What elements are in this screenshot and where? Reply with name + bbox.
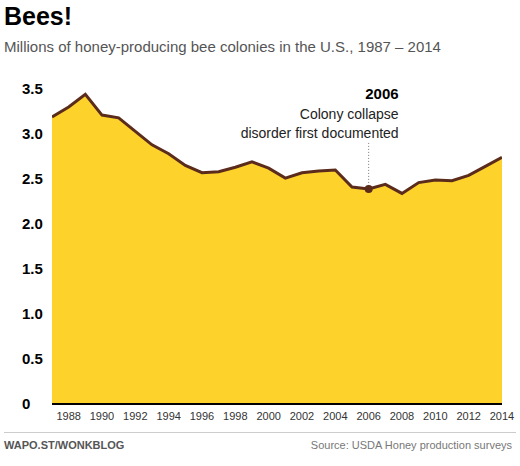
svg-text:1998: 1998	[223, 410, 247, 422]
svg-text:2006: 2006	[365, 85, 398, 102]
svg-text:2014: 2014	[490, 410, 514, 422]
html-text:Bees!: Bees!	[4, 2, 73, 30]
svg-text:1996: 1996	[190, 410, 214, 422]
svg-text:1988: 1988	[56, 410, 80, 422]
svg-text:2.0: 2.0	[22, 215, 43, 232]
html-text:Source: USDA Honey production: Source: USDA Honey production surveys	[310, 439, 512, 451]
svg-text:2012: 2012	[456, 410, 480, 422]
svg-text:0.5: 0.5	[22, 350, 43, 367]
html-text:Millions of honey-producing be: Millions of honey-producing bee colonies…	[4, 38, 441, 55]
svg-text:2002: 2002	[290, 410, 314, 422]
svg-text:2.5: 2.5	[22, 170, 43, 187]
svg-text:1.0: 1.0	[22, 305, 43, 322]
svg-text:1990: 1990	[90, 410, 114, 422]
svg-text:2006: 2006	[356, 410, 380, 422]
svg-text:3.5: 3.5	[22, 80, 43, 97]
svg-text:1994: 1994	[156, 410, 180, 422]
html-text:WAPO.ST/WONKBLOG: WAPO.ST/WONKBLOG	[4, 439, 125, 451]
svg-text:2010: 2010	[423, 410, 447, 422]
svg-text:2004: 2004	[323, 410, 347, 422]
svg-text:0: 0	[22, 395, 30, 412]
svg-text:2000: 2000	[256, 410, 280, 422]
svg-text:Colony collapse: Colony collapse	[300, 106, 399, 122]
svg-text:1.5: 1.5	[22, 260, 43, 277]
svg-text:1992: 1992	[123, 410, 147, 422]
svg-text:2008: 2008	[390, 410, 414, 422]
svg-text:3.0: 3.0	[22, 125, 43, 142]
svg-text:disorder first documented: disorder first documented	[241, 125, 399, 141]
